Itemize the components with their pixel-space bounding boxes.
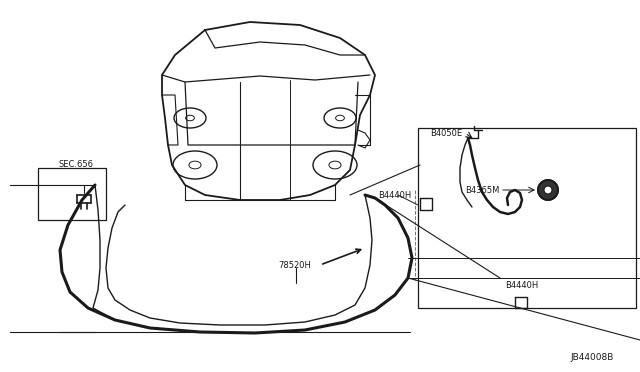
Circle shape	[544, 186, 552, 194]
Text: B4365M: B4365M	[465, 186, 499, 195]
Text: B4440H: B4440H	[505, 280, 538, 289]
Text: B4050E: B4050E	[430, 128, 462, 138]
Text: SEC.656: SEC.656	[58, 160, 93, 169]
Text: 78520H: 78520H	[278, 260, 311, 269]
Text: B4440H: B4440H	[378, 190, 412, 199]
Circle shape	[538, 180, 558, 200]
Bar	[418, 128, 636, 308]
Text: JB44008B: JB44008B	[570, 353, 613, 362]
Bar	[38, 168, 106, 220]
